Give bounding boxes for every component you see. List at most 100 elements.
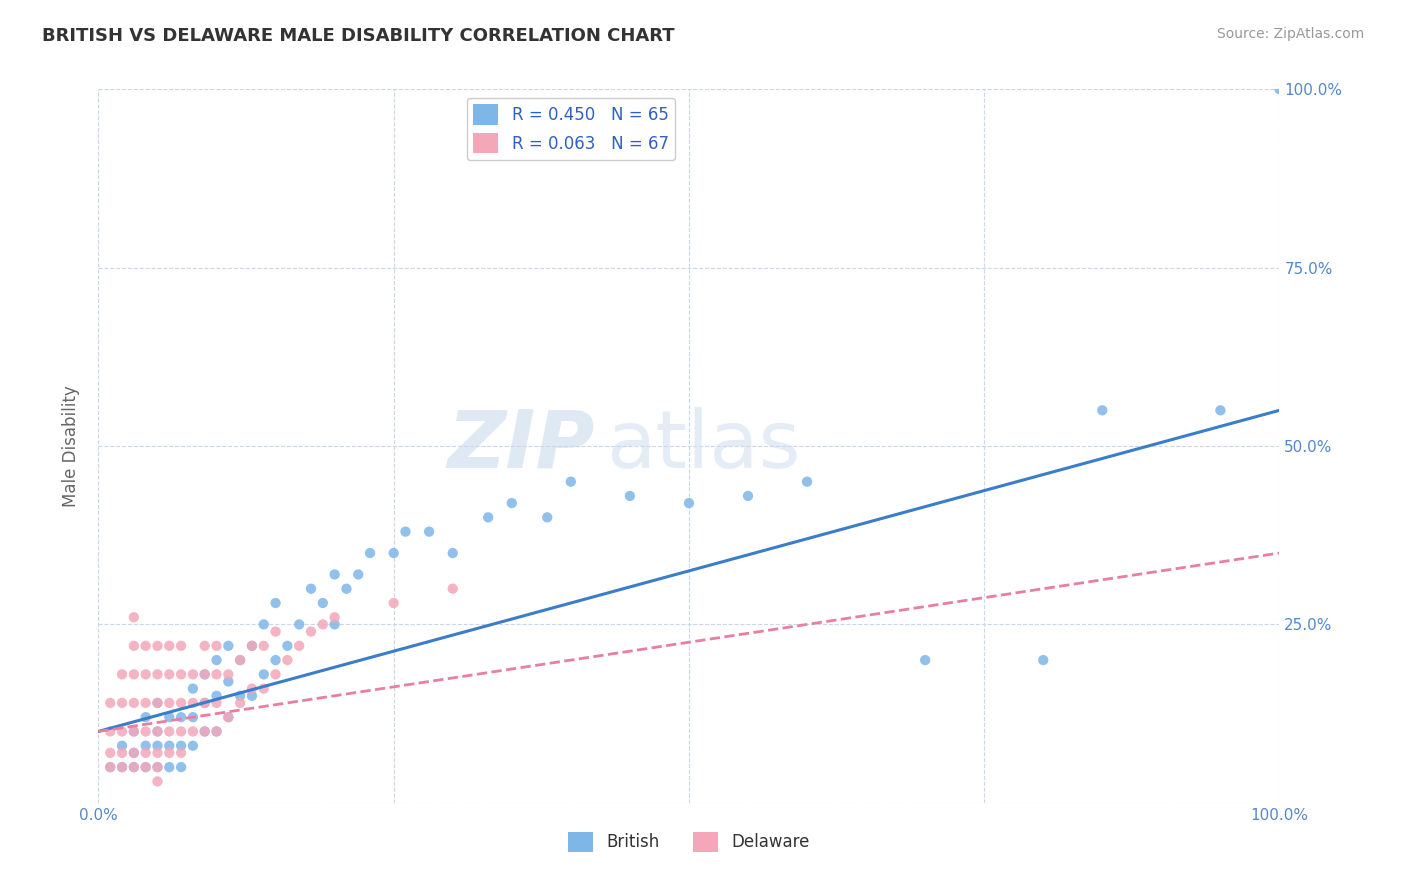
Point	[122, 746, 145, 760]
Point	[122, 760, 145, 774]
Point	[122, 696, 145, 710]
Point	[194, 724, 217, 739]
Point	[441, 546, 464, 560]
Point	[98, 760, 121, 774]
Point	[181, 696, 204, 710]
Point	[194, 639, 217, 653]
Point	[253, 681, 276, 696]
Point	[394, 524, 416, 539]
Text: Source: ZipAtlas.com: Source: ZipAtlas.com	[1216, 27, 1364, 41]
Legend: British, Delaware: British, Delaware	[561, 825, 817, 859]
Point	[135, 667, 157, 681]
Point	[205, 689, 228, 703]
Point	[146, 760, 169, 774]
Point	[264, 596, 287, 610]
Point	[122, 667, 145, 681]
Point	[335, 582, 357, 596]
Point	[229, 653, 252, 667]
Point	[299, 624, 322, 639]
Point	[170, 724, 193, 739]
Point	[146, 724, 169, 739]
Point	[122, 724, 145, 739]
Point	[170, 760, 193, 774]
Point	[796, 475, 818, 489]
Point	[146, 639, 169, 653]
Point	[146, 760, 169, 774]
Point	[98, 696, 121, 710]
Point	[312, 596, 335, 610]
Point	[737, 489, 759, 503]
Point	[157, 639, 180, 653]
Point	[122, 746, 145, 760]
Point	[264, 653, 287, 667]
Point	[122, 760, 145, 774]
Point	[253, 639, 276, 653]
Point	[205, 724, 228, 739]
Point	[157, 710, 180, 724]
Point	[181, 667, 204, 681]
Point	[170, 739, 193, 753]
Point	[205, 639, 228, 653]
Point	[111, 667, 134, 681]
Point	[135, 639, 157, 653]
Point	[323, 610, 346, 624]
Point	[157, 760, 180, 774]
Point	[135, 739, 157, 753]
Point	[98, 746, 121, 760]
Point	[382, 546, 405, 560]
Point	[170, 746, 193, 760]
Point	[157, 746, 180, 760]
Point	[146, 774, 169, 789]
Point	[1032, 653, 1054, 667]
Point	[157, 667, 180, 681]
Point	[135, 696, 157, 710]
Point	[146, 739, 169, 753]
Point	[217, 710, 239, 724]
Point	[323, 567, 346, 582]
Point	[194, 696, 217, 710]
Point	[122, 639, 145, 653]
Point	[181, 724, 204, 739]
Point	[194, 724, 217, 739]
Point	[418, 524, 440, 539]
Point	[619, 489, 641, 503]
Point	[323, 617, 346, 632]
Point	[181, 710, 204, 724]
Point	[205, 667, 228, 681]
Point	[157, 724, 180, 739]
Point	[98, 760, 121, 774]
Point	[276, 653, 298, 667]
Point	[359, 546, 381, 560]
Point	[170, 667, 193, 681]
Point	[122, 610, 145, 624]
Point	[253, 617, 276, 632]
Point	[157, 696, 180, 710]
Point	[264, 624, 287, 639]
Point	[111, 739, 134, 753]
Point	[170, 639, 193, 653]
Point	[240, 681, 263, 696]
Point	[1091, 403, 1114, 417]
Point	[217, 710, 239, 724]
Point	[111, 696, 134, 710]
Point	[170, 710, 193, 724]
Point	[111, 760, 134, 774]
Point	[229, 696, 252, 710]
Point	[146, 746, 169, 760]
Y-axis label: Male Disability: Male Disability	[62, 385, 80, 507]
Point	[288, 617, 311, 632]
Point	[441, 582, 464, 596]
Point	[205, 653, 228, 667]
Point	[181, 681, 204, 696]
Point	[914, 653, 936, 667]
Point	[240, 689, 263, 703]
Point	[111, 724, 134, 739]
Point	[229, 653, 252, 667]
Point	[276, 639, 298, 653]
Point	[135, 746, 157, 760]
Text: atlas: atlas	[606, 407, 800, 485]
Point	[146, 696, 169, 710]
Point	[382, 596, 405, 610]
Point	[146, 724, 169, 739]
Point	[111, 746, 134, 760]
